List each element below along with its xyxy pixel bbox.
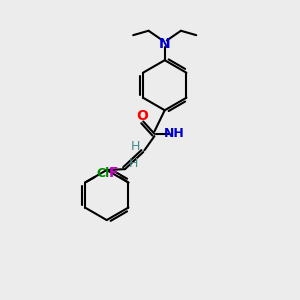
Text: H: H	[130, 140, 140, 153]
Text: NH: NH	[164, 127, 185, 140]
Text: H: H	[129, 157, 139, 170]
Text: N: N	[159, 37, 170, 51]
Text: Cl: Cl	[96, 167, 109, 180]
Text: F: F	[109, 166, 118, 180]
Text: O: O	[136, 109, 148, 123]
